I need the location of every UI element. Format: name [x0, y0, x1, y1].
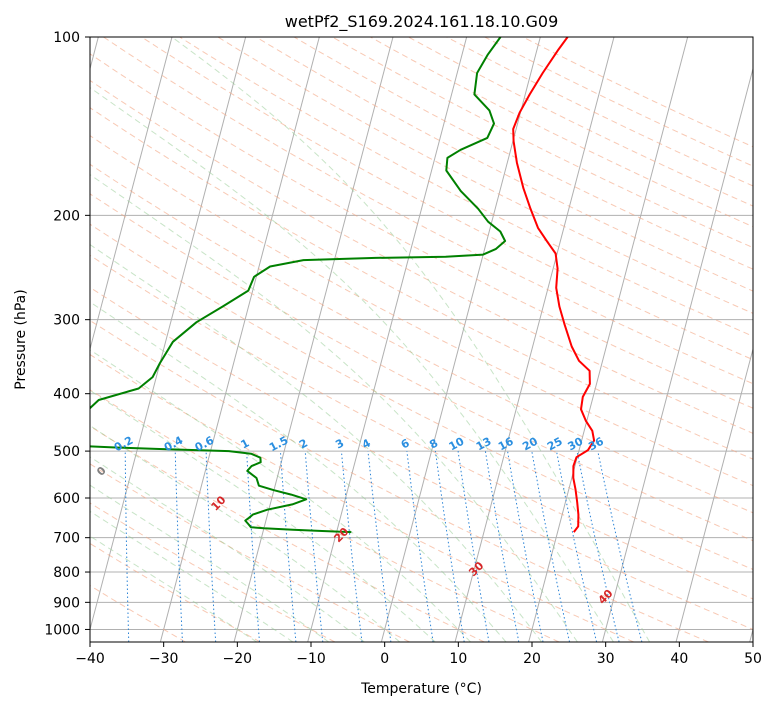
y-tick-label: 600: [53, 491, 80, 507]
mixing-ratio-line: [507, 451, 544, 642]
x-tick-label: 30: [597, 651, 615, 667]
isotherm-line: [307, 37, 468, 642]
mixing-ratio-label: 10: [447, 435, 467, 454]
moist-adiabat-line: [171, 37, 651, 642]
mixing-ratio-line: [556, 451, 598, 642]
reference-lines: [90, 37, 753, 642]
mixing-ratio-line: [406, 451, 434, 642]
y-tick-label: 900: [53, 595, 80, 611]
x-tick-label: −30: [149, 651, 179, 667]
x-tick-label: −10: [296, 651, 326, 667]
isotherm-line: [233, 37, 394, 642]
dry-adiabat-line: [90, 354, 634, 642]
mixing-ratio-label: 30: [566, 435, 586, 454]
dry-adiabat-line: [217, 37, 753, 314]
dry-adiabat-line: [90, 286, 753, 630]
moist-adiabat-line: [90, 243, 543, 642]
moist-adiabat-line: [90, 456, 365, 642]
x-tick-label: −40: [75, 651, 105, 667]
mixing-ratio-line: [576, 451, 620, 642]
y-tick-label: 700: [53, 531, 80, 547]
temperature-profile-line: [512, 37, 596, 533]
moist-adiabat-line: [90, 425, 401, 642]
isotherm-line: [90, 37, 173, 352]
x-axis-title: Temperature (°C): [360, 681, 482, 697]
plot-frame: [89, 36, 754, 643]
mixing-ratio-label: 36: [586, 435, 606, 454]
mixing-ratio-line: [279, 451, 297, 642]
moist-adiabat-line: [90, 484, 330, 642]
dry-adiabat-line: [90, 53, 753, 409]
isotherm-line: [601, 66, 753, 642]
mixing-ratio-line: [304, 451, 324, 642]
x-tick-label: 50: [744, 651, 762, 667]
y-tick-label: 800: [53, 565, 80, 581]
chart-title: wetPf2_S169.2024.161.18.10.G09: [285, 12, 559, 32]
mixing-ratio-label: 25: [545, 435, 565, 454]
y-tick-label: 300: [53, 313, 80, 329]
mixing-ratio-label: 13: [474, 435, 494, 454]
y-tick-label: 200: [53, 208, 80, 224]
dewpoint-profile-line: [90, 37, 507, 534]
dry-adiabat-line: [90, 135, 753, 487]
isotherm-line: [675, 347, 753, 642]
x-tick-label: 0: [380, 651, 389, 667]
x-tick-label: 10: [449, 651, 467, 667]
isotherm-line: [90, 37, 247, 632]
mixing-ratio-line: [367, 451, 392, 642]
mixing-ratio-line: [597, 451, 643, 642]
y-tick-label: 1000: [44, 622, 80, 638]
mixing-ratio-label: 20: [520, 435, 540, 454]
dry-adiabat-line: [90, 389, 560, 642]
axes: −40 −30 −20 −10 0 10 20 30 40 50 1000 900 800 700 600 5…: [44, 30, 762, 667]
isotherm-line: [528, 37, 689, 642]
dry-adiabat-line: [90, 425, 485, 642]
mixing-ratio-line: [434, 451, 465, 642]
dry-adiabat-line: [90, 319, 709, 642]
dry-adiabat-line: [90, 463, 410, 642]
x-tick-label: 20: [523, 651, 541, 667]
dry-adiabat-line: [90, 223, 753, 570]
y-tick-label: 400: [53, 387, 80, 403]
moist-adiabat-line: [90, 389, 436, 642]
moist-adiabat-line: [90, 349, 471, 642]
y-axis-title: Pressure (hPa): [13, 289, 29, 389]
mixing-ratio-line: [531, 451, 570, 642]
isotherm-line: [454, 37, 615, 642]
moist-adiabat-line: [90, 86, 614, 642]
dry-adiabat-line: [90, 107, 753, 460]
y-tick-label: 100: [53, 30, 80, 46]
dry-adiabat-line: [90, 254, 753, 600]
dry-adiabat-line: [90, 163, 753, 514]
dry-adiabat-line: [103, 37, 753, 385]
mixing-ratio-line: [340, 451, 363, 642]
isotherm-line: [159, 37, 320, 642]
sounding-series: [90, 37, 596, 534]
dry-adiabat-line: [90, 585, 186, 642]
y-tick-label: 500: [53, 444, 80, 460]
mixing-ratio-label: 16: [496, 435, 516, 454]
x-tick-label: −20: [223, 651, 253, 667]
x-tick-label: 40: [670, 651, 688, 667]
